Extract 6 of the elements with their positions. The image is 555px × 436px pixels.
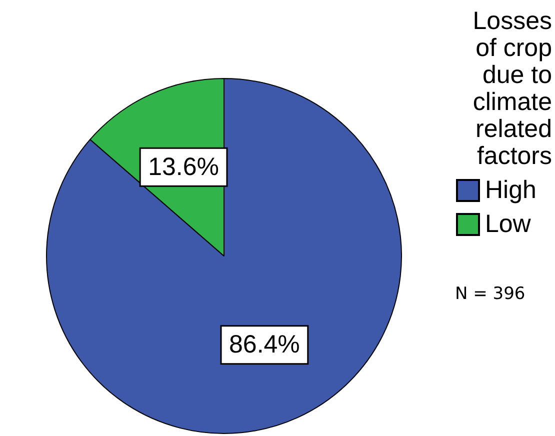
data-label: 13.6% [148,153,219,182]
legend-label: Low [485,210,531,238]
legend-label: High [485,176,536,204]
data-label: 86.4% [229,330,300,359]
text: N = 396 [455,284,526,304]
legend-title: Losses of crop due to climate related factors [472,7,552,170]
